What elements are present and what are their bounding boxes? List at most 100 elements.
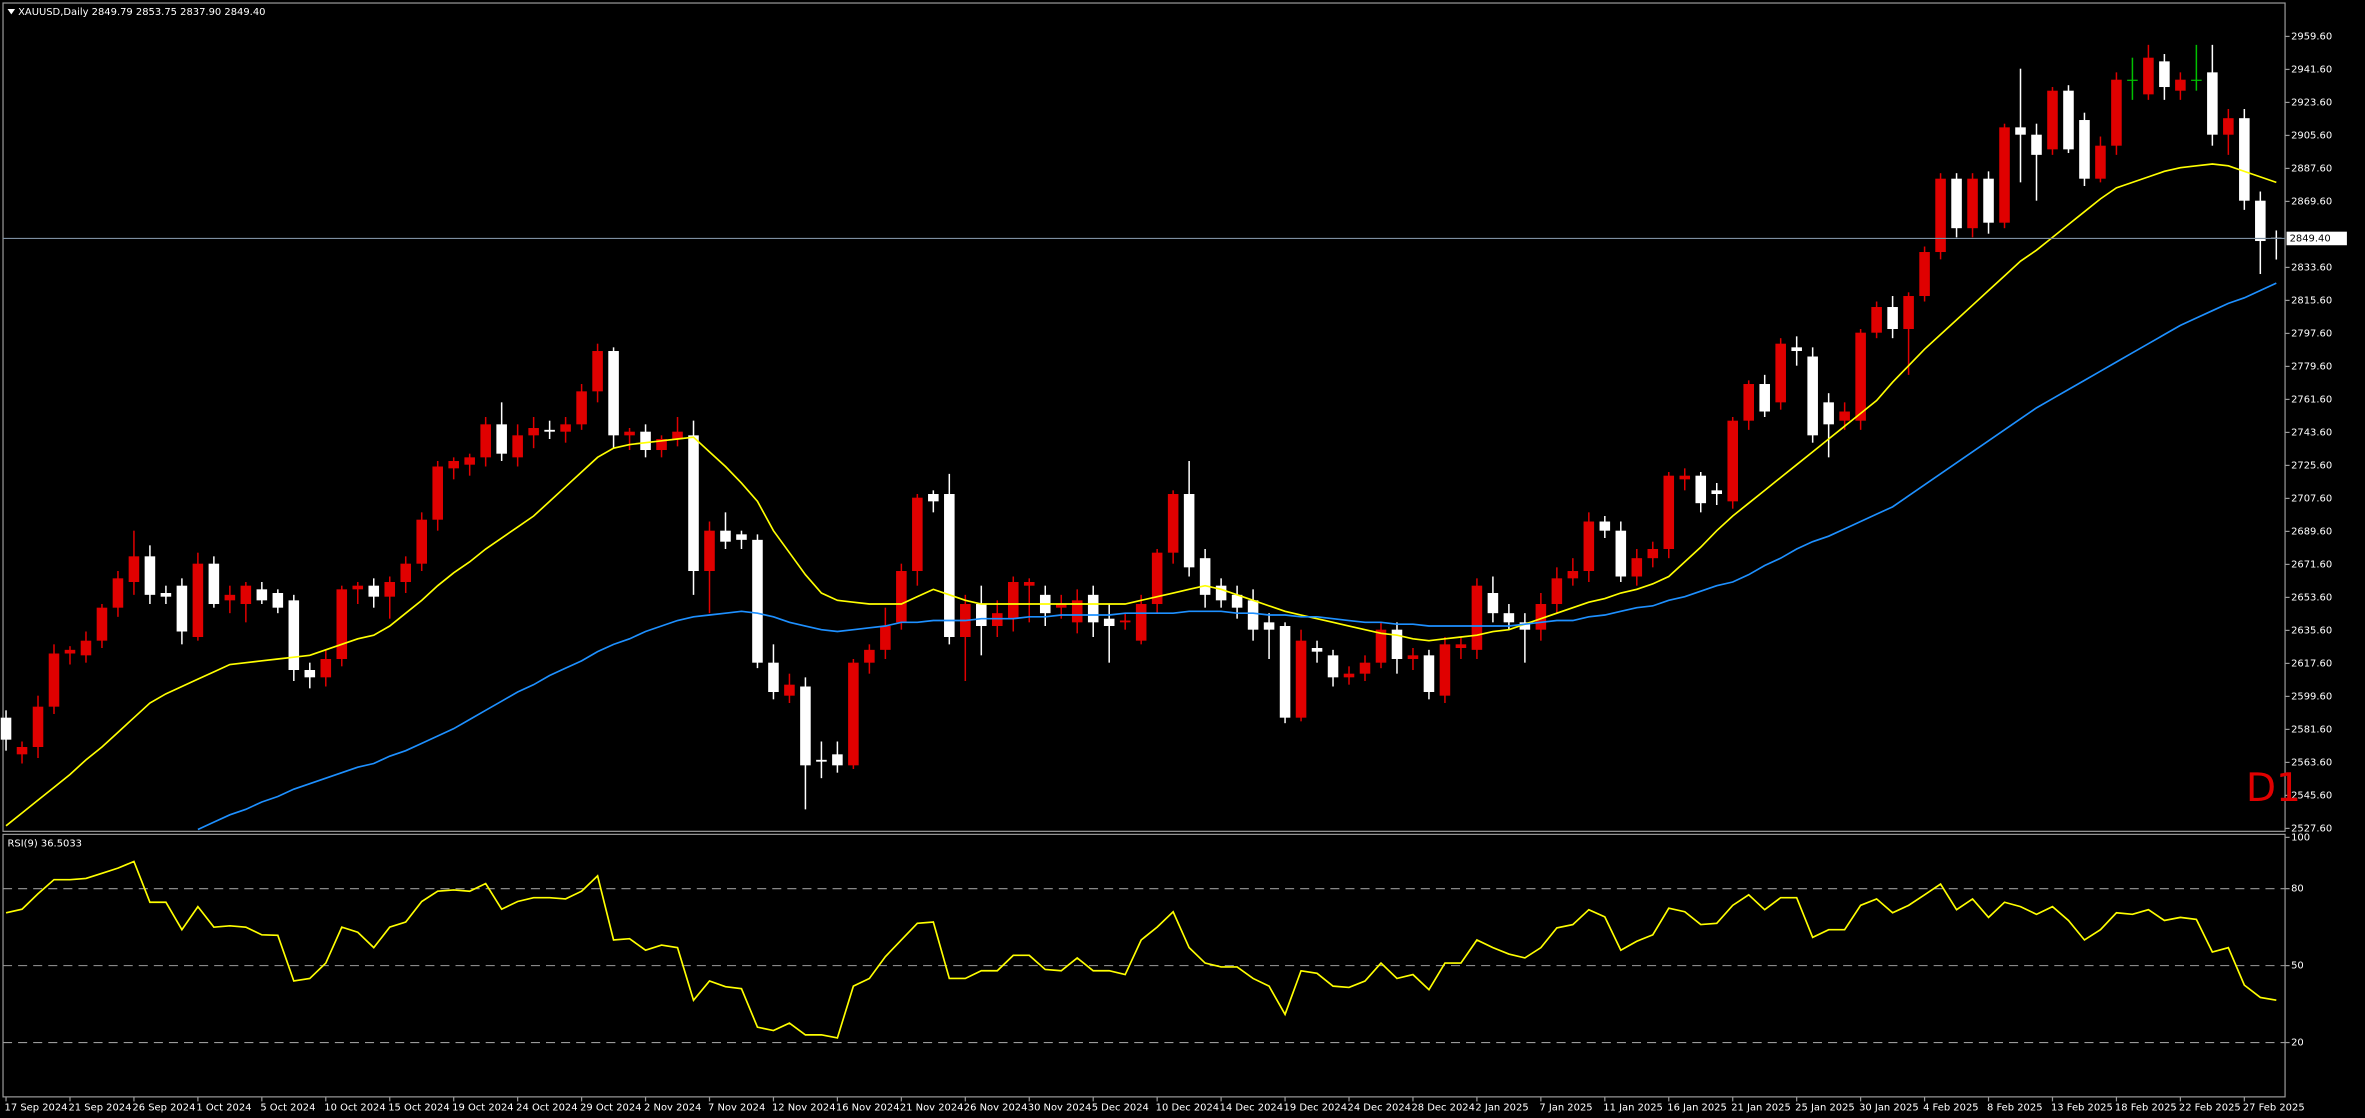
candle-body	[992, 613, 1003, 627]
candle-body	[80, 640, 92, 656]
x-tick-label: 19 Dec 2024	[1284, 1102, 1347, 1113]
candle-body	[368, 585, 380, 597]
y-tick-label: 2743.60	[2291, 427, 2332, 438]
candle-body	[1743, 384, 1754, 421]
x-tick-label: 2 Nov 2024	[644, 1102, 701, 1113]
x-tick-label: 30 Jan 2025	[1859, 1102, 1919, 1113]
candle-body	[1951, 178, 1962, 229]
candle-body	[1215, 585, 1227, 601]
candle-body	[1183, 494, 1195, 568]
candle-body	[1055, 604, 1067, 608]
candle-body	[928, 494, 939, 502]
y-tick-label: 2599.60	[2291, 691, 2332, 702]
price-label-box	[2286, 231, 2347, 246]
candle-body	[832, 754, 843, 766]
y-tick-label: 2779.60	[2291, 361, 2332, 372]
candle-body	[544, 429, 555, 432]
candle-body	[432, 466, 443, 520]
candle-body	[16, 747, 28, 755]
candle-body	[1199, 558, 1211, 595]
x-tick-label: 7 Jan 2025	[1539, 1102, 1592, 1113]
candle-body	[1471, 585, 1483, 650]
x-tick-label: 27 Feb 2025	[2243, 1102, 2305, 1113]
candle-body	[1599, 521, 1611, 531]
candle-body	[1871, 307, 1882, 333]
candle-body	[1423, 655, 1435, 693]
candle-body	[128, 556, 140, 583]
candle-body	[576, 391, 587, 425]
x-tick-label: 22 Feb 2025	[2179, 1102, 2241, 1113]
y-tick-label: 2725.60	[2291, 460, 2332, 471]
x-tick-label: 8 Feb 2025	[1987, 1102, 2043, 1113]
x-tick-label: 10 Oct 2024	[324, 1102, 385, 1113]
x-tick-label: 19 Oct 2024	[452, 1102, 513, 1113]
candle-body	[880, 626, 891, 650]
candle-body	[1679, 475, 1691, 480]
candle-body	[2031, 134, 2042, 155]
candle-body	[2111, 79, 2122, 146]
candle-body	[1071, 600, 1083, 623]
y-tick-label: 2617.60	[2291, 658, 2332, 669]
candle-body	[2223, 118, 2234, 135]
y-tick-label: 2941.60	[2291, 64, 2332, 75]
x-tick-label: 21 Jan 2025	[1731, 1102, 1791, 1113]
chart-title: XAUUSD,Daily 2849.79 2853.75 2837.90 284…	[18, 7, 265, 18]
y-tick-label: 100	[2291, 832, 2310, 843]
candle-body	[0, 717, 12, 740]
x-tick-label: 5 Oct 2024	[260, 1102, 315, 1113]
moving-average	[197, 282, 2277, 831]
menu-arrow[interactable]	[7, 9, 16, 15]
candle-body	[1615, 530, 1627, 577]
candle-body	[2063, 90, 2074, 150]
candle-body	[2047, 90, 2058, 150]
candle-body	[1167, 494, 1179, 553]
candle-body	[1119, 620, 1131, 623]
candle-body	[240, 585, 252, 605]
x-tick-label: 28 Dec 2024	[1411, 1102, 1474, 1113]
y-tick-label: 2563.60	[2291, 757, 2332, 768]
y-tick-label: 20	[2291, 1038, 2304, 1049]
candle-body	[1919, 252, 1930, 297]
candle-body	[1647, 549, 1659, 559]
candle-body	[2175, 79, 2186, 91]
candle-body	[1535, 604, 1547, 630]
candle-body	[752, 539, 763, 663]
x-tick-label: 24 Oct 2024	[516, 1102, 577, 1113]
candle-body	[1711, 490, 1723, 495]
candle-body	[1695, 475, 1707, 504]
candle-body	[2095, 145, 2106, 179]
x-tick-label: 18 Feb 2025	[2115, 1102, 2177, 1113]
x-tick-label: 14 Dec 2024	[1220, 1102, 1283, 1113]
candle-body	[272, 593, 284, 608]
candle-body	[384, 582, 396, 597]
candle-body	[1407, 655, 1419, 660]
candle-body	[640, 431, 651, 451]
candle-body	[512, 435, 523, 458]
candle-body	[784, 684, 795, 696]
candle-body	[416, 519, 427, 564]
candle-body	[672, 431, 683, 440]
candle-body	[1791, 347, 1802, 352]
candle-body	[688, 435, 699, 572]
candle-body	[1631, 558, 1643, 577]
candle-body	[1327, 655, 1339, 678]
candle-body	[112, 578, 124, 608]
x-tick-label: 21 Sep 2024	[68, 1102, 131, 1113]
y-tick-label: 2545.60	[2291, 790, 2332, 801]
x-tick-label: 4 Feb 2025	[1923, 1102, 1979, 1113]
candle-body	[816, 759, 827, 762]
candle-body	[48, 653, 60, 707]
y-tick-label: 2923.60	[2291, 97, 2332, 108]
x-tick-label: 11 Jan 2025	[1603, 1102, 1663, 1113]
candle-body	[352, 585, 364, 590]
rsi-line	[5, 860, 2277, 1039]
candle-body	[448, 461, 459, 469]
candle-body	[2255, 200, 2266, 242]
candle-body	[1023, 582, 1035, 586]
candle-body	[288, 600, 300, 671]
candle-body	[496, 424, 507, 454]
y-tick-label: 50	[2291, 961, 2304, 972]
x-tick-label: 2 Jan 2025	[1475, 1102, 1528, 1113]
